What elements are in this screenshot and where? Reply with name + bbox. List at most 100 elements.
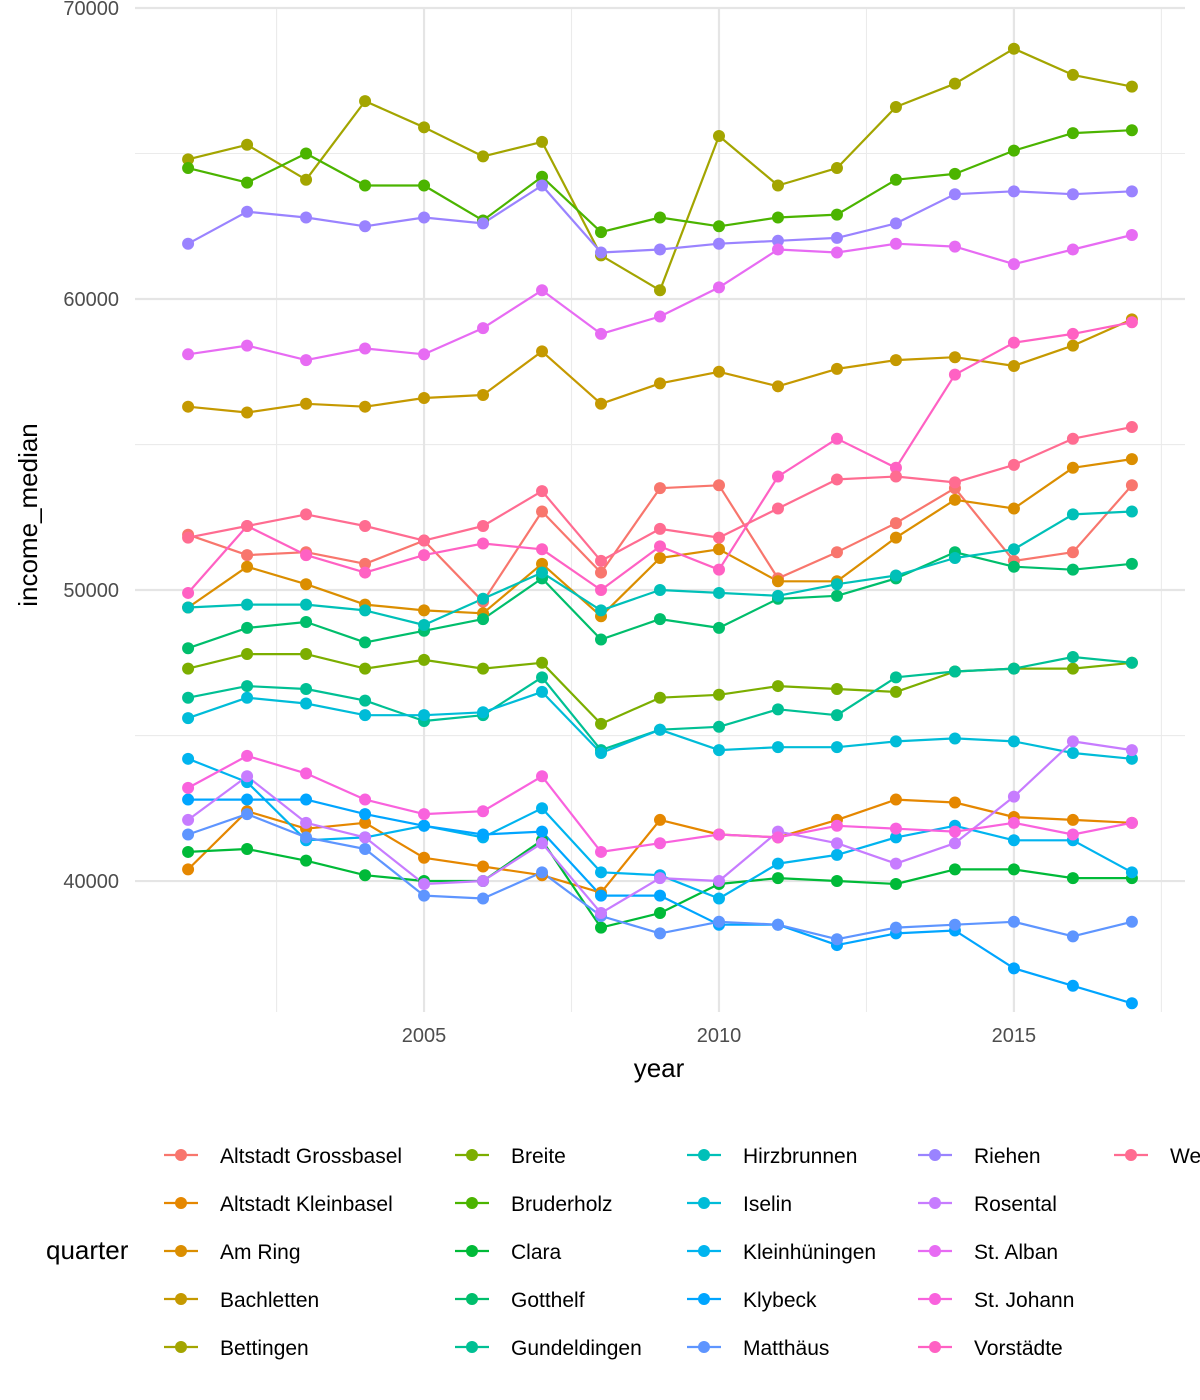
- data-point: [241, 749, 254, 762]
- data-point: [359, 793, 372, 806]
- data-point: [595, 397, 608, 410]
- data-point: [830, 848, 843, 861]
- data-point: [418, 391, 431, 404]
- data-point: [830, 162, 843, 175]
- data-point: [830, 741, 843, 754]
- data-point: [300, 831, 313, 844]
- data-point: [1125, 744, 1138, 757]
- data-point: [182, 813, 195, 826]
- data-point: [241, 680, 254, 693]
- legend-label: Rosental: [974, 1193, 1057, 1216]
- data-point: [771, 703, 784, 716]
- data-point: [948, 825, 961, 838]
- x-tick-label: 2010: [697, 1025, 742, 1047]
- data-point: [477, 805, 490, 818]
- data-point: [418, 653, 431, 666]
- data-point: [182, 828, 195, 841]
- data-point: [1125, 453, 1138, 466]
- legend-key-point: [929, 1293, 941, 1305]
- data-point: [948, 796, 961, 809]
- data-point: [771, 380, 784, 393]
- data-point: [1066, 662, 1079, 675]
- data-point: [418, 877, 431, 890]
- data-point: [418, 604, 431, 617]
- data-point: [830, 473, 843, 486]
- data-point: [654, 211, 666, 224]
- data-point: [182, 863, 195, 876]
- data-point: [889, 831, 902, 844]
- data-point: [654, 723, 666, 736]
- data-point: [1066, 650, 1079, 663]
- data-point: [536, 802, 549, 815]
- data-point: [1007, 816, 1020, 829]
- data-point: [418, 819, 431, 832]
- data-point: [241, 549, 254, 562]
- data-point: [712, 237, 725, 250]
- legend-key-point: [466, 1149, 478, 1161]
- data-point: [712, 621, 725, 634]
- data-point: [359, 808, 372, 821]
- data-point: [595, 889, 608, 902]
- data-point: [1066, 339, 1079, 352]
- data-point: [241, 691, 254, 704]
- data-point: [182, 400, 195, 413]
- data-point: [1066, 546, 1079, 559]
- legend-key-point: [698, 1149, 710, 1161]
- data-point: [1125, 185, 1138, 198]
- data-point: [712, 543, 725, 556]
- legend-key-point: [929, 1149, 941, 1161]
- data-point: [477, 613, 490, 626]
- data-point: [595, 866, 608, 879]
- legend-label: Bettingen: [220, 1337, 309, 1360]
- data-point: [712, 720, 725, 733]
- data-point: [418, 851, 431, 864]
- data-point: [889, 877, 902, 890]
- data-point: [359, 636, 372, 649]
- data-point: [830, 933, 843, 946]
- legend-label: Altstadt Kleinbasel: [220, 1193, 393, 1216]
- legend-label: Bruderholz: [511, 1193, 613, 1216]
- data-point: [1125, 316, 1138, 329]
- data-point: [889, 217, 902, 230]
- data-point: [1125, 866, 1138, 879]
- data-point: [359, 520, 372, 533]
- data-point: [771, 234, 784, 247]
- data-point: [359, 400, 372, 413]
- data-point: [1125, 479, 1138, 492]
- legend-key-point: [929, 1245, 941, 1257]
- data-point: [1125, 228, 1138, 241]
- data-point: [889, 793, 902, 806]
- legend-label: Bachletten: [220, 1289, 319, 1312]
- data-point: [1066, 508, 1079, 521]
- data-point: [359, 95, 372, 108]
- data-point: [1007, 359, 1020, 372]
- data-point: [418, 889, 431, 902]
- legend-key-point: [698, 1293, 710, 1305]
- legend-label: Clara: [511, 1241, 562, 1264]
- data-point: [241, 176, 254, 189]
- data-point: [182, 691, 195, 704]
- data-point: [654, 377, 666, 390]
- data-point: [1125, 816, 1138, 829]
- data-point: [182, 348, 195, 361]
- data-point: [300, 508, 313, 521]
- data-point: [300, 598, 313, 611]
- data-point: [1125, 124, 1138, 137]
- data-point: [536, 770, 549, 783]
- data-point: [536, 671, 549, 684]
- data-point: [712, 744, 725, 757]
- data-point: [536, 566, 549, 579]
- legend-label: Gotthelf: [511, 1289, 585, 1312]
- legend: Altstadt Grossbasel Altstadt Kleinbasel Am…: [164, 1145, 1200, 1360]
- data-point: [418, 534, 431, 547]
- data-point: [948, 167, 961, 180]
- data-point: [359, 831, 372, 844]
- legend-label: St. Alban: [974, 1241, 1058, 1264]
- data-point: [300, 697, 313, 710]
- data-point: [182, 586, 195, 599]
- data-point: [477, 592, 490, 605]
- data-point: [1125, 421, 1138, 434]
- data-point: [654, 552, 666, 565]
- data-point: [595, 226, 608, 239]
- data-point: [712, 586, 725, 599]
